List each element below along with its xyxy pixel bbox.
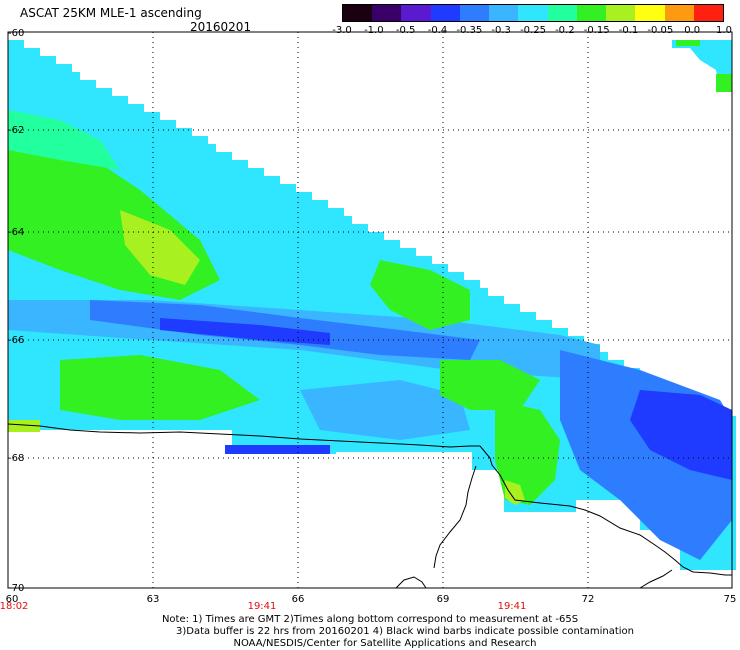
colorbar-label: -0.35 <box>456 25 483 36</box>
antarctic-coastline <box>7 423 732 589</box>
latitude-labels: -60 -62 -64 -66 -68 -70 <box>8 28 24 594</box>
colorbar-segment <box>430 5 460 21</box>
colorbar-label: -0.2 <box>555 25 575 36</box>
colorbar-segment <box>606 5 636 21</box>
colorbar-label: -0.1 <box>618 25 639 36</box>
longitude-labels: 60 63 66 69 72 75 <box>6 594 737 605</box>
lon-label: 75 <box>724 594 737 605</box>
time-label: 19:41 <box>498 601 527 612</box>
map-frame <box>7 31 733 589</box>
lon-label: 72 <box>582 594 595 605</box>
lat-label: -64 <box>8 227 24 238</box>
colorbar-segment <box>547 5 577 21</box>
lon-label: 69 <box>437 594 450 605</box>
colorbar-label: -0.15 <box>583 25 610 36</box>
colorbar-label: 1.0 <box>716 25 732 36</box>
time-labels: 18:02 19:41 19:41 <box>0 601 526 612</box>
colorbar-segment <box>635 5 665 21</box>
colorbar-segment <box>401 5 431 21</box>
time-label: 19:41 <box>248 601 277 612</box>
map-date: 20160201 <box>190 20 252 34</box>
time-label: 18:02 <box>0 601 28 612</box>
lat-label: -70 <box>8 583 24 594</box>
colorbar-segment <box>693 5 724 21</box>
note-line-2: 3)Data buffer is 22 hrs from 20160201 4)… <box>176 626 634 637</box>
scatterometer-swath <box>8 40 736 570</box>
colorbar-labels: -3.0 -1.0 -0.5 -0.4 -0.35 -0.3 -0.25 -0.2 -0.15-… <box>330 25 740 39</box>
colorbar-label: -0.3 <box>491 25 511 36</box>
colorbar-segment <box>459 5 490 21</box>
colorbar-label: -1.0 <box>364 25 384 36</box>
colorbar-segment <box>576 5 607 21</box>
note-line-1: Note: 1) Times are GMT 2)Times along bot… <box>161 614 579 625</box>
colorbar-segment <box>489 5 519 21</box>
lat-label: -60 <box>8 28 24 39</box>
colorbar-label: -0.4 <box>427 25 448 36</box>
map-title: ASCAT 25KM MLE-1 ascending <box>20 6 202 20</box>
lat-label: -68 <box>8 453 24 464</box>
lat-label: -62 <box>8 125 24 136</box>
lon-label: 63 <box>147 594 160 605</box>
colorbar <box>342 4 724 22</box>
footnotes: Note: 1) Times are GMT 2)Times along bot… <box>0 614 740 650</box>
colorbar-label: -0.25 <box>520 25 546 36</box>
colorbar-segment <box>664 5 694 21</box>
colorbar-segment <box>343 5 373 21</box>
colorbar-label: -0.05 <box>647 25 674 36</box>
lat-label: -66 <box>8 335 24 346</box>
lon-label: 60 <box>6 594 19 605</box>
colorbar-label: 0.0 <box>684 25 701 36</box>
lon-label: 66 <box>292 594 305 605</box>
note-line-3: NOAA/NESDIS/Center for Satellite Applica… <box>233 638 537 649</box>
colorbar-label: -0.5 <box>395 25 416 36</box>
colorbar-label: -3.0 <box>332 25 352 36</box>
colorbar-segment <box>372 5 402 21</box>
graticule <box>8 32 732 588</box>
colorbar-segment <box>518 5 548 21</box>
